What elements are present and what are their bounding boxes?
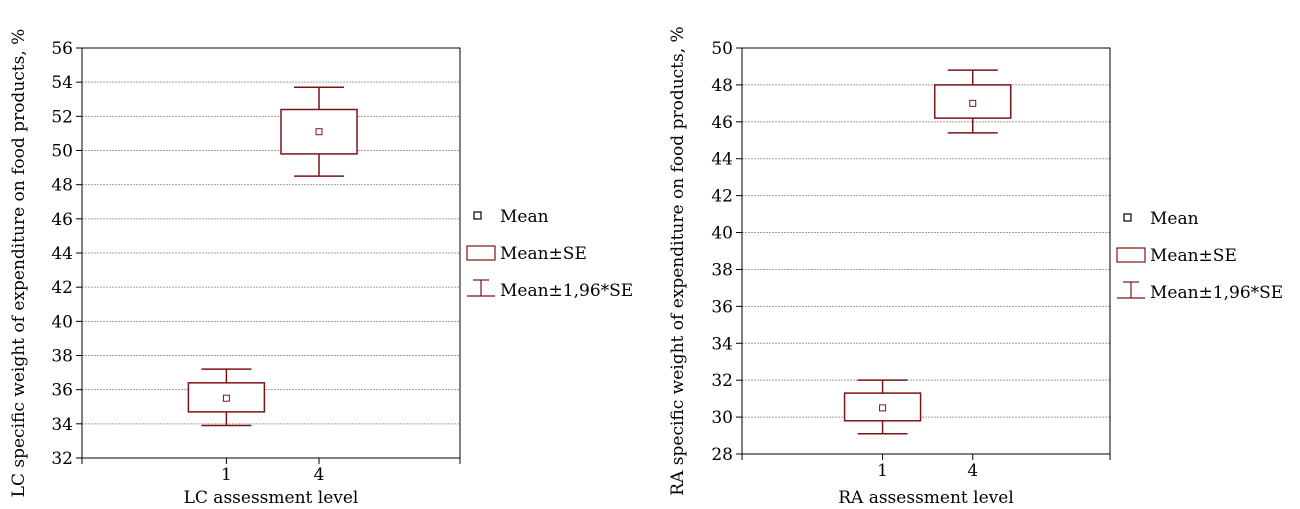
x-tick-label: 1	[877, 461, 888, 481]
legend-se-label: Mean±SE	[1150, 246, 1237, 266]
y-tick-label: 42	[711, 187, 733, 207]
y-tick-label: 28	[711, 445, 733, 465]
plot-frame	[741, 47, 1111, 455]
legend-ci-label: Mean±1,96*SE	[500, 281, 633, 301]
plot-marks	[843, 69, 1012, 435]
y-axis-label: RA specific weight of expenditure on foo…	[668, 26, 688, 495]
y-axis-label: LC specific weight of expenditure on foo…	[9, 29, 29, 498]
y-tick-label: 32	[51, 449, 73, 469]
y-tick-label: 50	[51, 142, 73, 162]
y-axis: 32 34 36 38 40 42 44 46 48 50 52 54 56	[51, 39, 82, 469]
y-tick-label: 48	[711, 76, 733, 96]
y-tick-label: 44	[711, 150, 733, 170]
x-tick-label: 4	[314, 465, 325, 485]
gridlines	[742, 84, 1110, 418]
y-tick-label: 38	[51, 347, 73, 367]
legend-mean-label: Mean	[500, 207, 549, 227]
y-tick-label: 46	[51, 210, 73, 230]
y-tick-label: 40	[51, 312, 73, 332]
legend: Mean Mean±SE Mean±1,96*SE	[1116, 209, 1283, 303]
y-tick-label: 30	[711, 408, 733, 428]
legend-se-label: Mean±SE	[500, 244, 587, 264]
legend: Mean Mean±SE Mean±1,96*SE	[466, 207, 633, 301]
y-tick-label: 38	[711, 260, 733, 280]
legend-se-icon	[1116, 247, 1146, 263]
x-tick-label: 1	[221, 465, 232, 485]
legend-mean-icon	[1123, 213, 1132, 222]
mean-marker	[879, 404, 887, 412]
plot-marks	[187, 86, 358, 427]
x-axis-label: LC assessment level	[184, 488, 359, 508]
y-tick-label: 34	[51, 415, 73, 435]
box-1	[187, 368, 266, 427]
legend-se-icon	[466, 245, 496, 261]
y-tick-label: 44	[51, 244, 73, 264]
y-tick-label: 52	[51, 107, 73, 127]
box-4	[933, 69, 1012, 134]
y-axis: 28 30 32 34 36 38 40 42 44 46 48 50	[711, 39, 742, 465]
mean-marker	[315, 128, 323, 136]
y-tick-label: 48	[51, 176, 73, 196]
box-1	[843, 379, 922, 435]
y-tick-label: 46	[711, 113, 733, 133]
gridlines	[82, 81, 460, 425]
y-tick-label: 34	[711, 334, 733, 354]
legend-mean-icon	[473, 211, 482, 220]
y-tick-label: 54	[51, 73, 73, 93]
y-tick-label: 50	[711, 39, 733, 59]
x-axis-label: RA assessment level	[838, 488, 1014, 508]
mean-marker	[969, 99, 977, 107]
mean-marker	[222, 394, 230, 402]
legend-ci-label: Mean±1,96*SE	[1150, 283, 1283, 303]
x-tick-label: 4	[967, 461, 978, 481]
legend-mean-label: Mean	[1150, 209, 1199, 229]
y-tick-label: 36	[51, 381, 73, 401]
y-tick-label: 40	[711, 224, 733, 244]
y-tick-label: 56	[51, 39, 73, 59]
y-tick-label: 42	[51, 278, 73, 298]
box-4	[280, 86, 358, 177]
y-tick-label: 36	[711, 297, 733, 317]
y-tick-label: 32	[711, 371, 733, 391]
